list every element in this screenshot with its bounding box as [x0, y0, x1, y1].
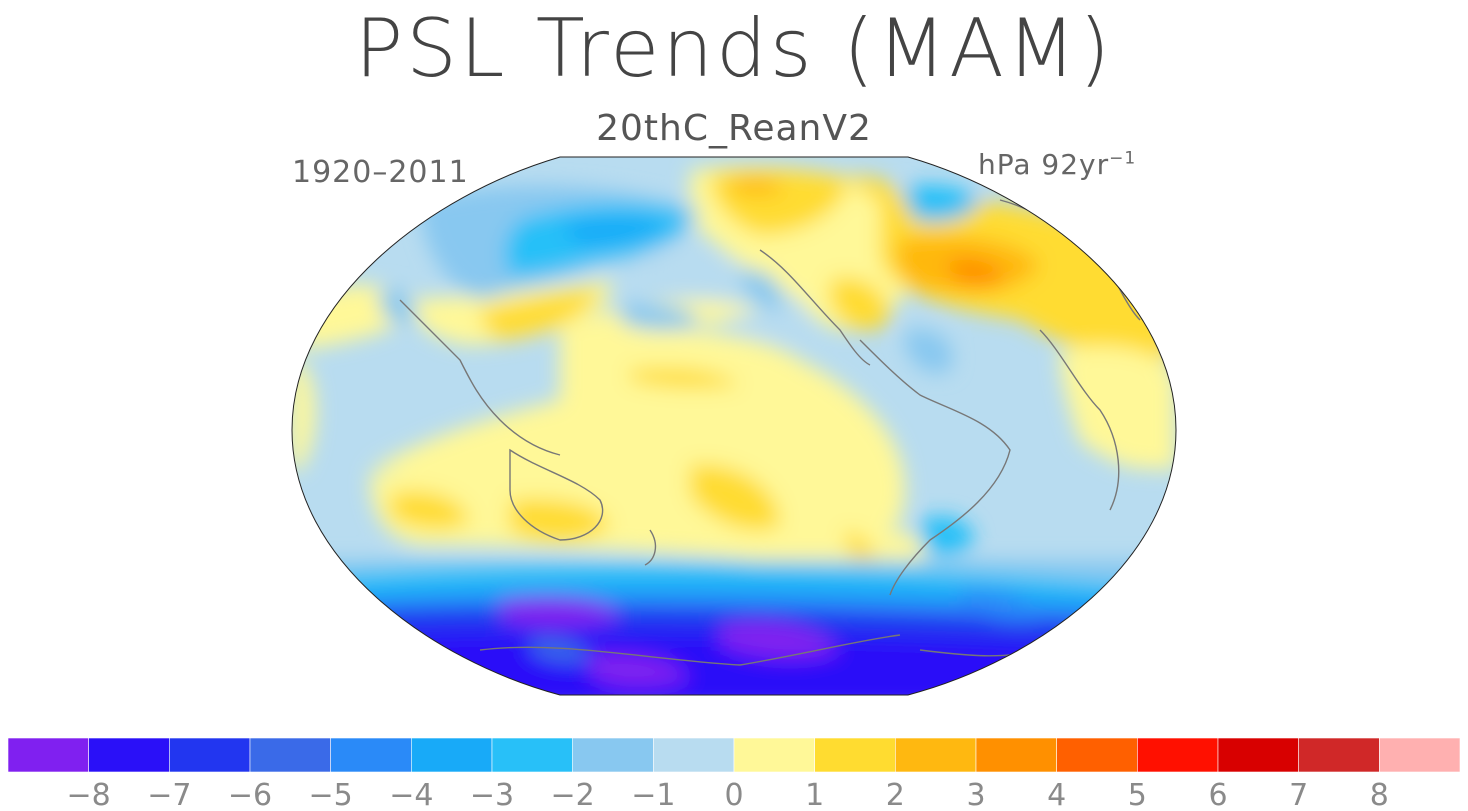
units-label: hPa 92yr−1	[978, 148, 1136, 181]
colorbar-tick-label: 7	[1289, 778, 1308, 811]
colorbar-tick-label: −4	[389, 778, 433, 811]
colorbar-tick-label: −6	[228, 778, 272, 811]
colorbar-box	[653, 737, 735, 773]
colorbar-box	[330, 737, 412, 773]
map-title: PSL Trends (MAM)	[354, 2, 1114, 95]
colorbar-box	[249, 737, 331, 773]
colorbar-tick-label: 4	[1047, 778, 1066, 811]
colorbar-box	[1217, 737, 1299, 773]
trend-field	[292, 157, 1176, 695]
colorbar-tick-label: −3	[470, 778, 514, 811]
colorbar-box	[411, 737, 493, 773]
colorbar-box	[169, 737, 251, 773]
units-base: hPa 92yr	[978, 148, 1110, 181]
units-exponent: −1	[1109, 148, 1137, 169]
colorbar-box	[1137, 737, 1219, 773]
colorbar-tick-label: −8	[67, 778, 111, 811]
colorbar-box	[7, 737, 89, 773]
colorbar-tick-label: −5	[309, 778, 353, 811]
colorbar-tick-label: −7	[147, 778, 191, 811]
colorbar-tick-label: 5	[1128, 778, 1147, 811]
colorbar-tick-label: −1	[631, 778, 675, 811]
colorbar-tick-label: 6	[1208, 778, 1227, 811]
colorbar-box	[491, 737, 573, 773]
period-label: 1920–2011	[292, 155, 469, 190]
colorbar-box	[572, 737, 654, 773]
colorbar-box	[975, 737, 1057, 773]
colorbar-box	[895, 737, 977, 773]
colorbar-tick-label: 2	[886, 778, 905, 811]
map-border	[291, 156, 1177, 696]
colorbar-tick-label: −2	[551, 778, 595, 811]
dataset-subtitle: 20thC_ReanV2	[596, 108, 872, 149]
colorbar-box	[733, 737, 815, 773]
colorbar-box	[1056, 737, 1138, 773]
colorbar-box	[88, 737, 170, 773]
colorbar-box	[1379, 737, 1461, 773]
colorbar-tick-label: 8	[1370, 778, 1389, 811]
colorbar-box	[814, 737, 896, 773]
colorbar-tick-labels: −8 −7 −6 −5 −4 −3 −2 −1 0 1 2 3 4 5 6 7 8	[67, 778, 1389, 811]
colorbar-tick-label: 1	[805, 778, 824, 811]
colorbar-box	[1298, 737, 1380, 773]
colorbar-tick-label: 3	[966, 778, 985, 811]
colorbar-boxes	[7, 737, 1461, 773]
colorbar-tick-label: 0	[724, 778, 743, 811]
